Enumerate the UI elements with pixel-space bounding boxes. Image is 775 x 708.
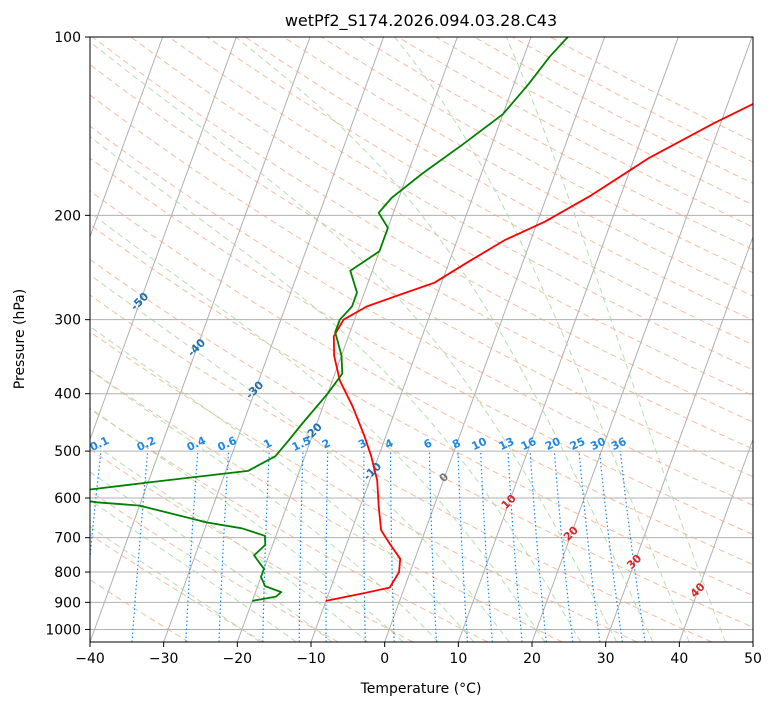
- isotherm-line: [90, 37, 164, 239]
- y-axis-title: Pressure (hPa): [12, 289, 28, 389]
- y-tick-label: 100: [54, 30, 81, 46]
- dewpoint-profile: [90, 37, 569, 602]
- moist-adiabat: [90, 441, 369, 642]
- dry-adiabat: [90, 125, 753, 506]
- moist-adiabat: [90, 369, 439, 642]
- x-tick-label: 30: [597, 651, 615, 667]
- isotherm-line: [531, 37, 753, 642]
- moist-adiabat: [90, 499, 297, 642]
- dry-adiabat: [90, 294, 712, 642]
- moist-adiabat: [90, 136, 582, 642]
- mixing-ratio-label: 20: [543, 435, 563, 453]
- y-axis: 100 200 300 400 500 600 700 800 900 1000: [45, 30, 90, 638]
- mixing-ratio-line: [90, 451, 102, 563]
- y-tick-label: 1000: [45, 622, 81, 638]
- dry-adiabat: [90, 369, 563, 642]
- moist-adiabat: [235, 37, 654, 642]
- dry-adiabat: [244, 37, 753, 321]
- mixing-ratio-line: [507, 451, 523, 642]
- y-tick-label: 300: [54, 313, 81, 329]
- isotherm-line: [236, 37, 458, 642]
- moist-adiabat: [90, 325, 475, 642]
- temperature-profile: [325, 103, 753, 602]
- dry-adiabat: [90, 408, 488, 642]
- mixing-ratio-label: 10: [470, 435, 490, 453]
- x-tick-label: 40: [670, 651, 688, 667]
- dry-adiabat: [90, 490, 339, 642]
- x-tick-label: 20: [523, 651, 541, 667]
- moist-adiabat: [505, 37, 727, 642]
- mixing-ratio-label: 13: [497, 435, 516, 453]
- moist-adiabat: [90, 212, 546, 642]
- chart-title: wetPf2_S174.2026.094.03.28.C43: [285, 11, 557, 31]
- moist-adiabat: [394, 37, 690, 642]
- moist-adiabat: [90, 525, 261, 642]
- x-axis-title: Temperature (°C): [360, 681, 482, 697]
- moist-adiabat: [90, 41, 618, 642]
- dry-adiabat: [90, 63, 753, 450]
- mixing-ratio-line: [599, 451, 623, 642]
- mixing-ratio-line: [529, 451, 547, 642]
- dry-adiabat: [90, 224, 753, 597]
- y-tick-label: 700: [54, 531, 81, 547]
- x-tick-label: 10: [449, 651, 467, 667]
- y-tick-label: 900: [54, 595, 81, 611]
- isotherm-line: [605, 235, 753, 642]
- x-tick-label: −30: [149, 651, 179, 667]
- isotherm-line: [90, 37, 237, 441]
- x-axis: −40 −30 −20 −10 0 10 20 30 40 50: [75, 642, 762, 667]
- mixing-ratio-label: 25: [568, 435, 587, 453]
- isotherm-line: [90, 37, 311, 642]
- isotherm-line: [457, 37, 679, 642]
- x-tick-label: 50: [744, 651, 762, 667]
- x-tick-label: −40: [75, 651, 105, 667]
- mixing-ratio-label: 30: [588, 435, 608, 453]
- isotherm-line: [678, 437, 753, 642]
- dry-adiabat: [92, 37, 753, 423]
- x-tick-label: 0: [380, 651, 389, 667]
- y-tick-label: 500: [54, 444, 81, 460]
- isotherm-label: -70: [17, 190, 40, 213]
- moist-adiabat: [90, 407, 404, 642]
- y-tick-label: 600: [54, 491, 81, 507]
- isotherm-line: [384, 37, 606, 642]
- x-tick-label: −20: [223, 651, 253, 667]
- plot-frame: [89, 36, 754, 643]
- mixing-ratio-label: 36: [609, 435, 629, 453]
- dry-adiabat: [90, 157, 753, 536]
- mixing-ratio-line: [619, 451, 646, 642]
- dry-adiabat: [90, 258, 753, 628]
- y-tick-label: 800: [54, 565, 81, 581]
- dry-adiabat: [90, 190, 753, 566]
- dry-adiabat: [206, 37, 753, 346]
- isotherm-line: [163, 37, 385, 642]
- dry-adiabat: [90, 534, 264, 642]
- mixing-ratio-line: [578, 451, 601, 642]
- x-tick-label: −10: [296, 651, 326, 667]
- y-tick-label: 400: [54, 387, 81, 403]
- mixing-ratio-label: 16: [519, 435, 539, 453]
- mixing-ratio-line: [131, 451, 149, 642]
- moist-adiabat: [90, 274, 510, 642]
- y-tick-label: 200: [54, 208, 81, 224]
- isotherm-line: [752, 640, 753, 642]
- moist-adiabat: [90, 471, 333, 642]
- mixing-ratio-line: [553, 451, 574, 642]
